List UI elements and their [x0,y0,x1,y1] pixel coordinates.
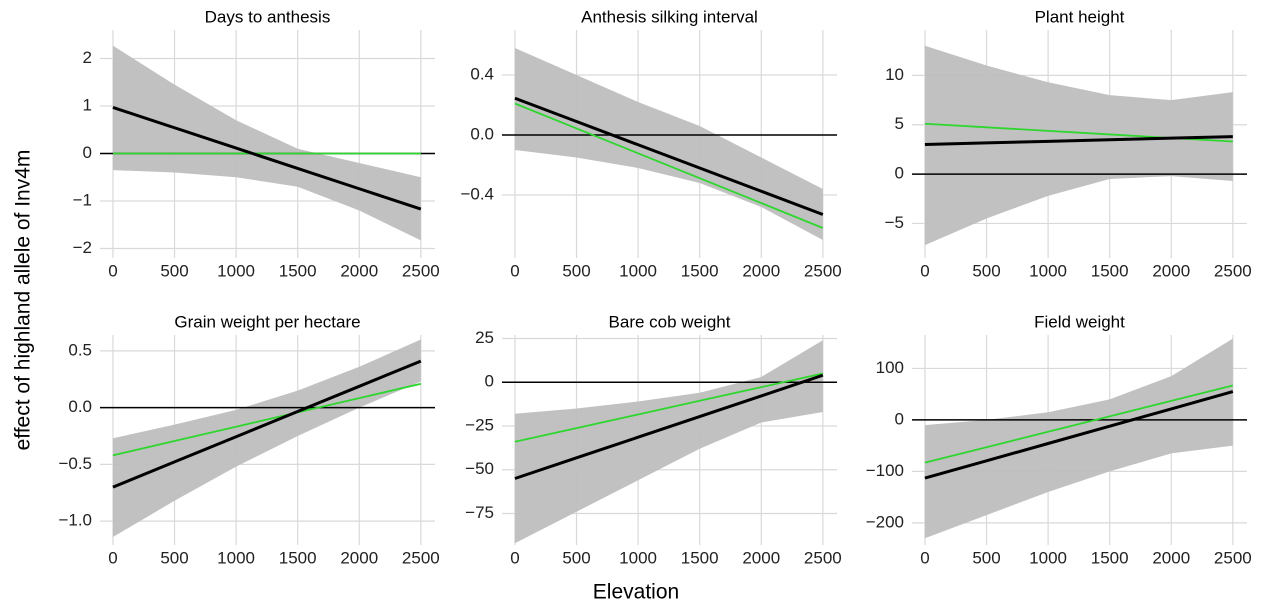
y-axis-label: effect of highland allele of Inv4m [12,150,35,451]
panel-title: Grain weight per hectare [174,312,360,331]
x-tick-label: 1000 [1029,548,1067,567]
y-tick-label: 10 [885,65,904,84]
x-tick-label: 1000 [619,261,657,280]
fit-line [112,382,422,457]
x-axis-label: Elevation [593,581,679,604]
x-tick-label: 0 [510,548,519,567]
confidence-band [514,48,823,240]
y-tick-label: −25 [465,415,494,434]
y-tick-label: −1.0 [58,511,92,530]
x-tick-label: 2500 [1214,548,1252,567]
x-tick-label: 1500 [279,548,317,567]
x-tick-label: 0 [920,548,929,567]
y-tick-label: 0 [83,143,92,162]
x-tick-label: 0 [920,261,929,280]
y-tick-label: −0.5 [58,454,92,473]
x-tick-label: 500 [972,548,1000,567]
x-tick-label: 2000 [340,261,378,280]
panel-title: Plant height [1035,7,1125,26]
x-tick-label: 500 [160,548,188,567]
y-tick-label: 0.4 [470,64,494,83]
x-tick-label: 2000 [1152,548,1190,567]
y-tick-label: 0 [895,409,904,428]
x-tick-label: 500 [160,261,188,280]
panel-title: Field weight [1034,312,1125,331]
x-tick-label: 1500 [1091,261,1129,280]
fit-line [514,373,824,480]
y-tick-label: −100 [866,461,904,480]
x-tick-label: 2500 [804,548,842,567]
fit-line [924,384,1234,464]
x-tick-label: 1000 [217,548,255,567]
x-tick-label: 0 [108,261,117,280]
y-tick-label: 0.0 [68,397,92,416]
fit-line [514,372,824,443]
y-tick-label: 100 [876,358,904,377]
fit-line [514,96,824,216]
x-tick-label: 2500 [804,261,842,280]
y-tick-label: −1 [73,190,92,209]
confidence-band [924,45,1233,246]
x-tick-label: 1000 [1029,261,1067,280]
y-tick-label: 0.5 [68,340,92,359]
y-tick-label: −50 [465,459,494,478]
x-tick-label: 1500 [681,548,719,567]
fit-line [924,390,1234,480]
confidence-band [514,340,823,544]
x-tick-label: 500 [562,548,590,567]
x-tick-label: 0 [108,548,117,567]
y-tick-label: −2 [73,238,92,257]
x-tick-label: 1500 [279,261,317,280]
x-tick-label: 2000 [1152,261,1190,280]
y-tick-label: −200 [866,512,904,531]
confidence-band [924,338,1233,539]
x-tick-label: 2500 [402,548,440,567]
y-tick-label: −75 [465,503,494,522]
y-tick-label: 25 [475,328,494,347]
panel-title: Days to anthesis [205,7,331,26]
x-tick-label: 2000 [742,261,780,280]
fit-line [924,135,1233,146]
y-tick-label: −0.4 [460,184,494,203]
x-tick-label: 500 [972,261,1000,280]
panel-title: Bare cob weight [609,312,731,331]
y-tick-label: −5 [885,213,904,232]
y-tick-label: 1 [83,95,92,114]
confidence-band [112,339,421,538]
x-tick-label: 0 [510,261,519,280]
fit-line [112,359,422,489]
x-tick-label: 2500 [402,261,440,280]
x-tick-label: 2000 [340,548,378,567]
y-tick-label: 0 [485,372,494,391]
y-tick-label: 0 [895,164,904,183]
x-tick-label: 2000 [742,548,780,567]
confidence-band [112,45,421,241]
x-tick-label: 1000 [217,261,255,280]
y-tick-label: 2 [83,48,92,67]
x-tick-label: 1500 [1091,548,1129,567]
x-tick-label: 1500 [681,261,719,280]
fit-line [112,106,422,211]
fit-line [514,102,824,229]
panel-title: Anthesis silking interval [581,7,758,26]
x-tick-label: 2500 [1214,261,1252,280]
y-tick-label: 0.0 [470,124,494,143]
y-tick-label: 5 [895,114,904,133]
x-tick-label: 500 [562,261,590,280]
x-tick-label: 1000 [619,548,657,567]
